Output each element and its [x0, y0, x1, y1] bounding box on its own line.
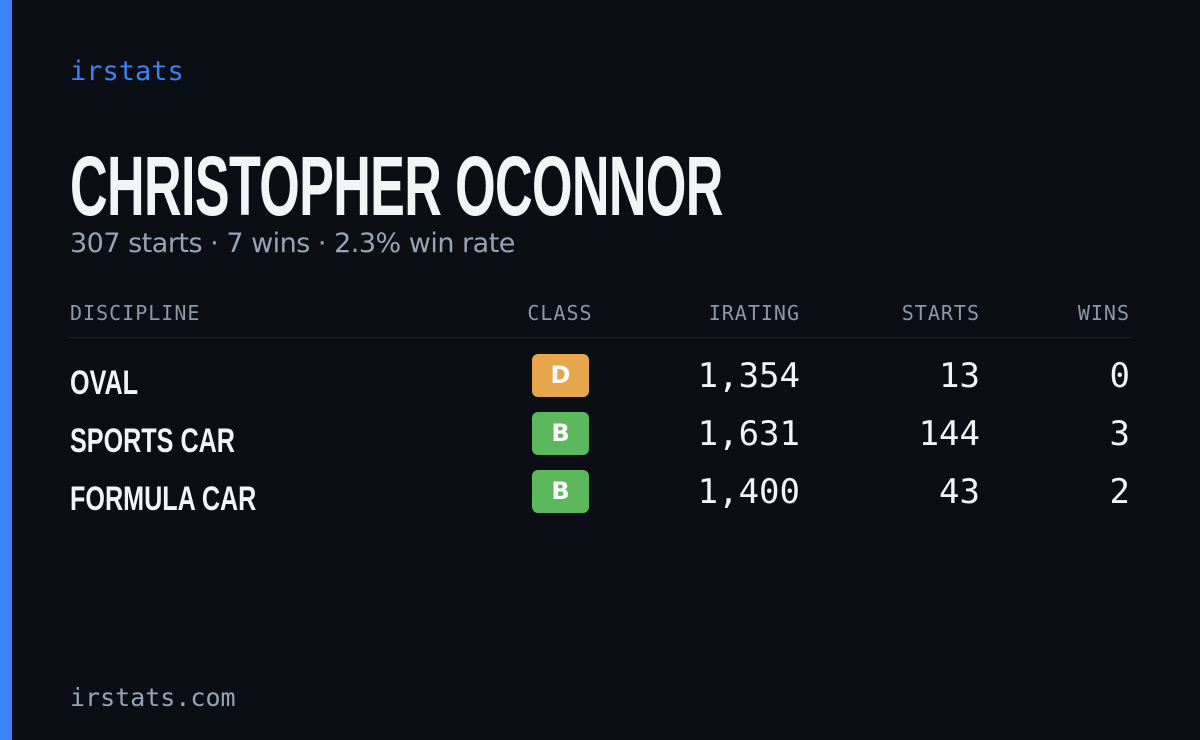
discipline: SPORTS CAR: [70, 422, 235, 460]
stat: 43: [939, 472, 980, 512]
column-header: DISCIPLINE: [70, 301, 201, 325]
column-header: CLASS: [527, 301, 593, 325]
stat: 144: [918, 414, 980, 454]
stat: 2: [1109, 472, 1130, 512]
site: irstats.com: [70, 683, 236, 712]
accent-stripe: [0, 0, 12, 740]
summary: 307 starts · 7 wins · 2.3% win rate: [70, 228, 515, 259]
column-header: STARTS: [901, 301, 980, 325]
discipline: OVAL: [70, 364, 139, 402]
discipline: FORMULA CAR: [70, 480, 257, 518]
stat: 1,400: [697, 472, 800, 512]
class-badge: B: [532, 470, 589, 513]
column-header: WINS: [1077, 301, 1130, 325]
stat: 13: [939, 356, 980, 396]
driver-name: CHRISTOPHER OCONNOR: [70, 139, 723, 233]
header-rule: [70, 337, 1130, 338]
class-badge: B: [532, 412, 589, 455]
class-badge: D: [532, 354, 589, 397]
stat: 1,631: [697, 414, 800, 454]
stat: 0: [1109, 356, 1130, 396]
stat: 3: [1109, 414, 1130, 454]
brand: irstats: [70, 56, 184, 87]
stat: 1,354: [697, 356, 800, 396]
column-header: IRATING: [708, 301, 800, 325]
